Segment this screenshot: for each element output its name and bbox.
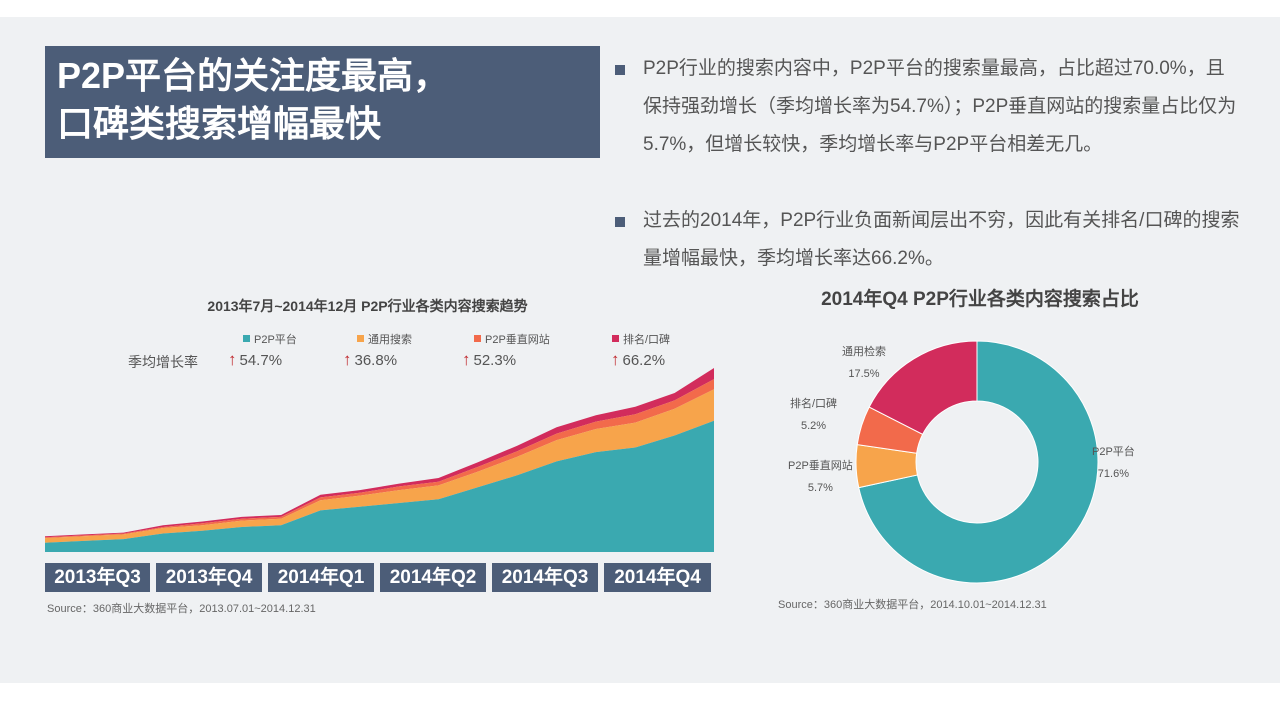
legend-swatch — [612, 335, 619, 342]
up-arrow-icon: ↑ — [611, 350, 620, 369]
legend-label: 通用搜索 — [368, 334, 412, 346]
slice-label-general-search: 通用检索 17.5% — [842, 341, 886, 385]
page-title-line-2: 口碑类搜索增幅最快 — [57, 103, 382, 144]
stacked-area-chart — [45, 368, 714, 552]
slice-name: P2P平台 — [1092, 446, 1135, 458]
donut-slice-3 — [868, 340, 978, 435]
quarter-label-2014-q4: 2014年Q4 — [604, 563, 711, 592]
growth-rate-value: 36.8% — [354, 352, 398, 369]
area-chart-source: Source：360商业大数据平台，2013.07.01~2014.12.31 — [47, 603, 316, 615]
growth-rate-p2p-platform: ↑ 54.7% — [228, 350, 282, 370]
legend-label: 排名/口碑 — [623, 334, 671, 346]
title-box: P2P平台的关注度最高， 口碑类搜索增幅最快 — [45, 46, 600, 158]
bullet-text: 过去的2014年，P2P行业负面新闻层出不穷，因此有关排名/口碑的搜索量增幅最快… — [643, 210, 1240, 269]
quarter-label-2014-q2: 2014年Q2 — [380, 563, 486, 592]
growth-rate-value: 54.7% — [239, 352, 283, 369]
donut-chart — [855, 340, 1099, 584]
legend-swatch — [474, 335, 481, 342]
legend-label: P2P平台 — [254, 334, 297, 346]
up-arrow-icon: ↑ — [343, 350, 352, 369]
quarter-label-2013-q4: 2013年Q4 — [156, 563, 262, 592]
legend-item-general-search: 通用搜索 — [357, 331, 412, 347]
quarter-label-2014-q1: 2014年Q1 — [268, 563, 374, 592]
slice-name: 通用检索 — [842, 346, 886, 358]
bullet-text: P2P行业的搜索内容中，P2P平台的搜索量最高，占比超过70.0%，且保持强劲增… — [643, 58, 1237, 155]
square-bullet-icon — [615, 217, 625, 227]
up-arrow-icon: ↑ — [228, 350, 237, 369]
legend-swatch — [357, 335, 364, 342]
area-chart-title: 2013年7月~2014年12月 P2P行业各类内容搜索趋势 — [207, 298, 528, 314]
slice-value: 5.2% — [800, 420, 827, 432]
growth-rate-value: 52.3% — [473, 352, 517, 369]
page-title-line-1: P2P平台的关注度最高， — [57, 55, 450, 96]
quarter-label-2014-q3: 2014年Q3 — [492, 563, 598, 592]
legend-swatch — [243, 335, 250, 342]
slice-name: 排名/口碑 — [790, 398, 838, 410]
growth-rate-value: 66.2% — [622, 352, 666, 369]
slice-label-vertical-site: P2P垂直网站 5.7% — [788, 455, 853, 499]
slice-value: 5.7% — [807, 482, 833, 494]
legend-item-p2p-platform: P2P平台 — [243, 331, 297, 347]
slice-label-p2p-platform: P2P平台 71.6% — [1092, 441, 1135, 485]
up-arrow-icon: ↑ — [462, 350, 471, 369]
donut-chart-source: Source：360商业大数据平台，2014.10.01~2014.12.31 — [778, 599, 1047, 611]
donut-slice-0 — [858, 340, 1099, 584]
donut-chart-title: 2014年Q4 P2P行业各类内容搜索占比 — [821, 289, 1139, 310]
legend-label: P2P垂直网站 — [485, 334, 550, 346]
square-bullet-icon — [615, 65, 625, 75]
slice-value: 71.6% — [1097, 468, 1129, 480]
quarter-label-2013-q3: 2013年Q3 — [45, 563, 150, 592]
slice-value: 17.5% — [848, 368, 880, 380]
legend-item-vertical-site: P2P垂直网站 — [474, 331, 550, 347]
slice-label-ranking: 排名/口碑 5.2% — [790, 393, 837, 437]
legend-item-ranking: 排名/口碑 — [612, 331, 670, 347]
slice-name: P2P垂直网站 — [788, 460, 853, 472]
growth-rate-vertical-site: ↑ 52.3% — [462, 350, 516, 370]
area-series-0 — [45, 420, 714, 552]
growth-rate-general-search: ↑ 36.8% — [343, 350, 397, 370]
growth-rate-label: 季均增长率 — [128, 354, 198, 370]
growth-rate-ranking: ↑ 66.2% — [611, 350, 665, 370]
